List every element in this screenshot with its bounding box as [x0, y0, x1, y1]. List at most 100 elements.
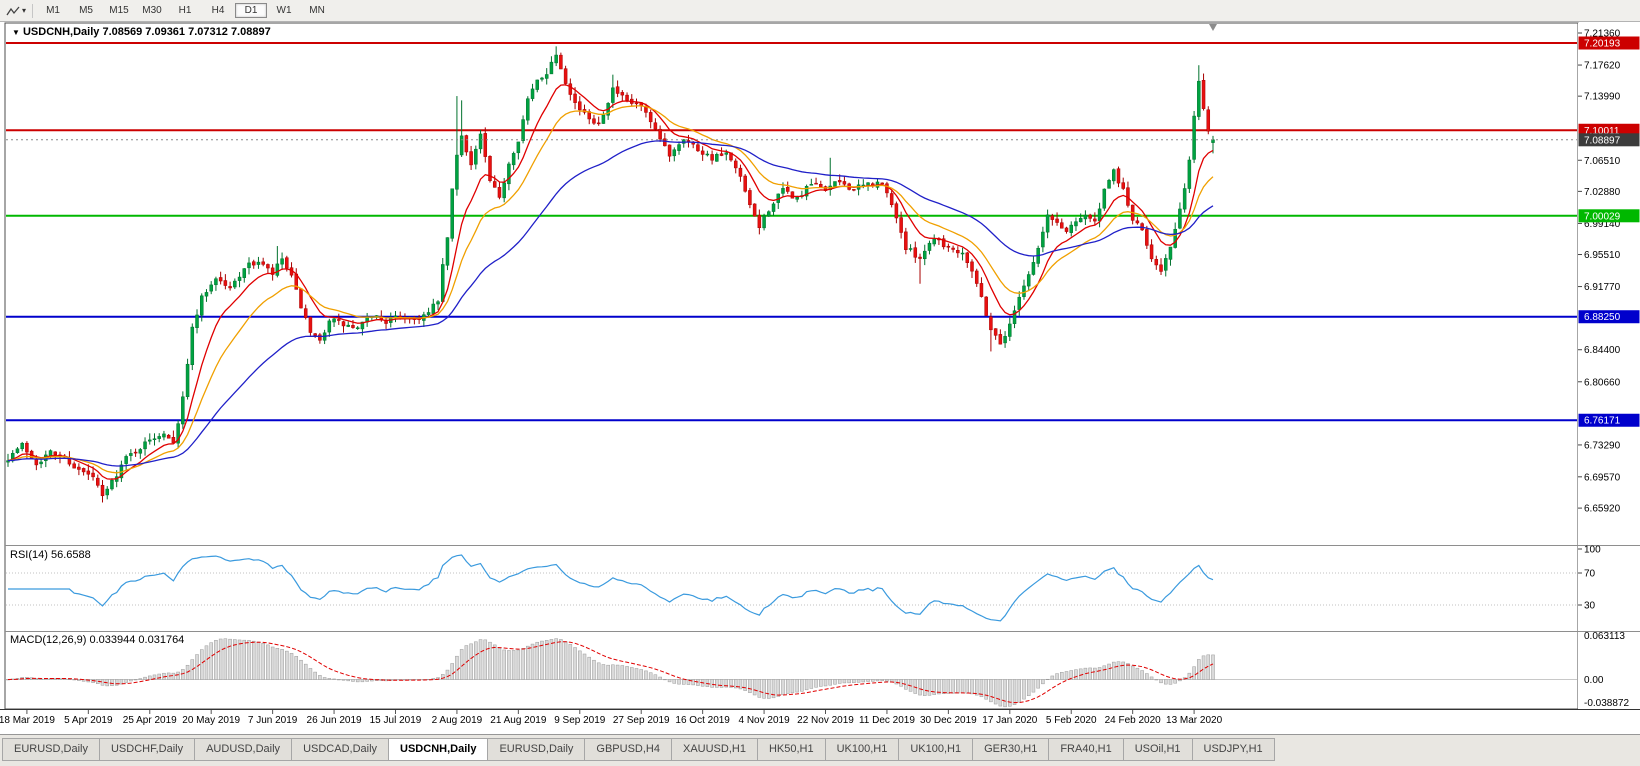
zigzag-glyph	[6, 6, 20, 15]
macd-panel	[6, 638, 1577, 708]
macd-values: 0.033944 0.031764	[89, 634, 185, 646]
svg-text:70: 70	[1584, 569, 1596, 580]
svg-text:6.65920: 6.65920	[1584, 504, 1621, 515]
svg-text:17 Jan 2020: 17 Jan 2020	[982, 715, 1037, 726]
chart-tab-usdchf-daily[interactable]: USDCHF,Daily	[99, 738, 196, 761]
chart-background	[0, 22, 1640, 732]
chart-title: ▼ USDCNH,Daily 7.08569 7.09361 7.07312 7…	[12, 26, 271, 38]
timeframe-button-m30[interactable]: M30	[142, 5, 162, 16]
svg-text:0.063113: 0.063113	[1584, 631, 1625, 642]
svg-text:7.10011: 7.10011	[1584, 126, 1620, 137]
price-badge: 7.20193	[1578, 36, 1640, 50]
candlesticks	[6, 46, 1215, 503]
svg-text:9 Sep 2019: 9 Sep 2019	[554, 715, 606, 726]
svg-text:7.17620: 7.17620	[1584, 61, 1621, 72]
timeframe-button-h1[interactable]: H1	[178, 5, 192, 16]
title-symbol: USDCNH,Daily	[22, 26, 100, 38]
svg-text:20 May 2019: 20 May 2019	[182, 715, 240, 726]
svg-text:6.95510: 6.95510	[1584, 250, 1621, 261]
chart-tab-audusd-daily[interactable]: AUDUSD,Daily	[195, 738, 293, 761]
svg-text:7.13990: 7.13990	[1584, 92, 1621, 103]
chart-tab-usdcad-daily[interactable]: USDCAD,Daily	[292, 738, 390, 761]
macd-axis[interactable]: 0.063113 0.00 -0.038872	[1584, 631, 1629, 709]
svg-text:7.08897: 7.08897	[1584, 135, 1621, 146]
shift-marker-icon	[1209, 24, 1217, 31]
svg-text:11 Dec 2019: 11 Dec 2019	[859, 715, 915, 726]
title-open: 7.08569	[102, 26, 143, 38]
svg-text:13 Mar 2020: 13 Mar 2020	[1166, 715, 1223, 726]
chart-svg: 7.21360 7.17620 7.13990 7.06510 7.02880 6.991…	[0, 22, 1640, 732]
timeframe-button-m15[interactable]: M15	[109, 5, 129, 16]
svg-text:6.69570: 6.69570	[1584, 472, 1621, 483]
svg-text:30: 30	[1584, 601, 1596, 612]
svg-text:5 Apr 2019: 5 Apr 2019	[64, 715, 113, 726]
rsi-value: 56.6588	[50, 549, 91, 561]
timeframe-button-m1[interactable]: M1	[46, 5, 60, 16]
svg-text:100: 100	[1584, 545, 1601, 556]
price-badge: 7.00029	[1578, 209, 1640, 223]
macd-name: MACD(12,26,9)	[10, 634, 87, 646]
price-badge: 6.88250	[1578, 310, 1640, 324]
svg-text:7.21360: 7.21360	[1584, 28, 1621, 39]
timeframe-button-h4[interactable]: H4	[211, 5, 225, 16]
chart-tab-uk100-h1[interactable]: UK100,H1	[899, 738, 974, 761]
ma-line-45	[7, 140, 1214, 467]
svg-text:6.73290: 6.73290	[1584, 440, 1621, 451]
svg-text:22 Nov 2019: 22 Nov 2019	[797, 715, 854, 726]
price-axis[interactable]: 7.21360 7.17620 7.13990 7.06510 7.02880 6.991…	[1578, 28, 1621, 515]
svg-text:7.00029: 7.00029	[1584, 211, 1621, 222]
svg-text:7.02880: 7.02880	[1584, 187, 1621, 198]
svg-text:6.84400: 6.84400	[1584, 345, 1621, 356]
chart-plot-area[interactable]	[6, 24, 1577, 544]
horizontal-levels	[6, 41, 1577, 422]
dropdown-caret-icon[interactable]: ▾	[22, 6, 27, 15]
price-badge: 7.08897	[1578, 133, 1640, 147]
svg-text:2 Aug 2019: 2 Aug 2019	[432, 715, 483, 726]
rsi-axis[interactable]: 100 70 30	[1578, 545, 1601, 612]
svg-text:18 Mar 2019: 18 Mar 2019	[0, 715, 55, 726]
timeframe-group: M1 M5 M15 M30 H1 H4 D1 W1 MN	[37, 3, 333, 18]
svg-text:7.20193: 7.20193	[1584, 38, 1621, 49]
svg-text:16 Oct 2019: 16 Oct 2019	[675, 715, 730, 726]
chart-tabs: EURUSD,Daily USDCHF,Daily AUDUSD,Daily USDC…	[0, 734, 1640, 766]
chart-tab-uk100-h1[interactable]: UK100,H1	[825, 738, 900, 761]
svg-text:27 Sep 2019: 27 Sep 2019	[613, 715, 670, 726]
svg-text:4 Nov 2019: 4 Nov 2019	[739, 715, 791, 726]
rsi-panel	[6, 554, 1577, 622]
chart-tab-usdjpy-h1[interactable]: USDJPY,H1	[1192, 738, 1275, 761]
svg-text:6.80660: 6.80660	[1584, 377, 1621, 388]
chart-tab-gbpusd-h4[interactable]: GBPUSD,H4	[585, 738, 672, 761]
svg-text:6.99140: 6.99140	[1584, 219, 1621, 230]
ma-line-18	[7, 105, 1214, 474]
svg-text:30 Dec 2019: 30 Dec 2019	[920, 715, 977, 726]
chart-tab-xauusd-h1[interactable]: XAUUSD,H1	[671, 738, 758, 761]
date-axis[interactable]: 18 Mar 2019 5 Apr 2019 25 Apr 2019 20 May 2…	[0, 710, 1223, 726]
timeframe-button-d1[interactable]: D1	[235, 3, 268, 18]
title-close: 7.08897	[230, 26, 271, 38]
title-high: 7.09361	[145, 26, 186, 38]
chart-tab-eurusd-daily[interactable]: EURUSD,Daily	[2, 738, 100, 761]
panel-splitters[interactable]	[5, 545, 1640, 632]
chart-tool-icon[interactable]	[4, 3, 22, 19]
svg-text:15 Jul 2019: 15 Jul 2019	[370, 715, 422, 726]
chart-tab-ger30-h1[interactable]: GER30,H1	[973, 738, 1050, 761]
rsi-name: RSI(14)	[10, 549, 48, 561]
chart-tab-fra40-h1[interactable]: FRA40,H1	[1049, 738, 1124, 761]
timeframe-toolbar: ▾ M1 M5 M15 M30 H1 H4 D1 W1 MN	[0, 0, 1640, 22]
svg-text:6.91770: 6.91770	[1584, 282, 1621, 293]
chart-tab-usdcnh-daily[interactable]: USDCNH,Daily	[389, 738, 489, 761]
timeframe-button-mn[interactable]: MN	[309, 5, 325, 16]
toolbar-separator	[32, 3, 34, 18]
chart-tab-hk50-h1[interactable]: HK50,H1	[757, 738, 826, 761]
timeframe-button-w1[interactable]: W1	[276, 5, 292, 16]
collapse-arrow-icon[interactable]: ▼	[12, 28, 20, 37]
chart-tab-eurusd-daily[interactable]: EURUSD,Daily	[488, 738, 586, 761]
chart-tab-usoil-h1[interactable]: USOil,H1	[1123, 738, 1193, 761]
timeframe-button-m5[interactable]: M5	[79, 5, 93, 16]
title-low: 7.07312	[188, 26, 228, 38]
rsi-label: RSI(14) 56.6588	[10, 549, 91, 561]
svg-text:-0.038872: -0.038872	[1584, 698, 1629, 709]
svg-text:26 Jun 2019: 26 Jun 2019	[307, 715, 362, 726]
ma-line-9	[7, 84, 1214, 480]
